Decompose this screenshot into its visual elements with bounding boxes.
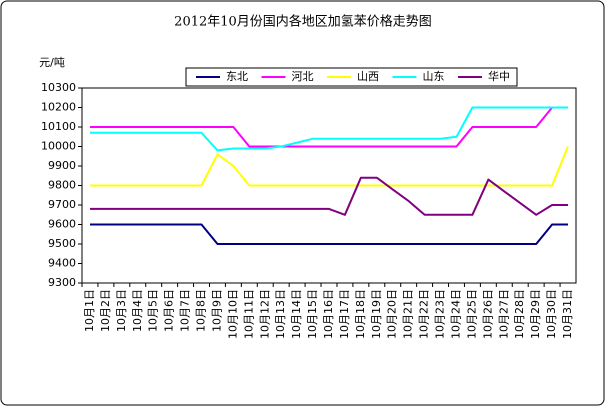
y-axis-label: 元/吨: [39, 56, 65, 69]
series-line: [90, 106, 568, 148]
x-tick-label: 10月7日: [179, 289, 192, 332]
y-tick-label: 9900: [48, 159, 76, 172]
y-tick-label: 9400: [48, 257, 76, 270]
y-tick-label: 9800: [48, 179, 76, 192]
y-tick-label: 10100: [41, 120, 76, 133]
x-tick-label: 10月11日: [242, 289, 255, 339]
legend-label: 山东: [423, 70, 445, 83]
x-tick-label: 10月14日: [290, 289, 303, 339]
x-tick-label: 10月23日: [434, 289, 447, 339]
x-tick-label: 10月20日: [386, 289, 399, 339]
y-tick-label: 10300: [41, 81, 76, 94]
y-tick-label: 10000: [41, 140, 76, 153]
x-tick-label: 10月6日: [163, 289, 176, 332]
series-line: [90, 176, 568, 216]
x-tick-label: 10月12日: [258, 289, 271, 339]
x-tick-label: 10月30日: [545, 289, 558, 339]
legend-box: [185, 67, 518, 87]
x-tick-label: 10月13日: [274, 289, 287, 339]
x-tick-label: 10月28日: [513, 289, 526, 339]
y-tick-label: 9700: [48, 198, 76, 211]
x-tick-label: 10月19日: [370, 289, 383, 339]
legend-label: 河北: [292, 70, 314, 83]
y-tick-label: 9500: [48, 237, 76, 250]
legend-label: 山西: [357, 70, 379, 83]
y-tick-label: 9600: [48, 218, 76, 231]
x-tick-label: 10月8日: [195, 289, 208, 332]
series-line: [90, 146, 569, 187]
x-tick-label: 10月24日: [449, 289, 462, 339]
legend-label: 华中: [488, 69, 510, 83]
x-tick-label: 10月9日: [210, 289, 223, 332]
series-line: [90, 223, 568, 245]
x-tick-label: 10月27日: [497, 289, 510, 339]
x-tick-label: 10月21日: [402, 289, 415, 339]
x-tick-label: 10月5日: [147, 289, 160, 332]
x-tick-label: 10月31日: [561, 289, 574, 339]
x-tick-label: 10月17日: [338, 289, 351, 339]
x-tick-label: 10月1日: [83, 289, 96, 332]
x-tick-label: 10月4日: [131, 289, 144, 332]
x-tick-label: 10月25日: [465, 289, 478, 339]
x-tick-label: 10月10日: [226, 289, 239, 339]
y-tick-label: 9300: [48, 276, 76, 289]
x-tick-label: 10月22日: [418, 289, 431, 339]
series-line: [90, 106, 568, 152]
x-tick-label: 10月29日: [529, 289, 542, 339]
x-tick-label: 10月18日: [354, 289, 367, 339]
x-tick-label: 10月3日: [115, 289, 128, 332]
x-tick-label: 10月16日: [322, 289, 335, 339]
x-tick-label: 10月2日: [99, 289, 112, 332]
x-tick-label: 10月26日: [481, 289, 494, 339]
x-tick-label: 10月15日: [306, 289, 319, 339]
y-tick-label: 10200: [41, 101, 76, 114]
legend-label: 东北: [226, 70, 248, 83]
chart-title: 2012年10月份国内各地区加氢苯价格走势图: [174, 14, 432, 30]
